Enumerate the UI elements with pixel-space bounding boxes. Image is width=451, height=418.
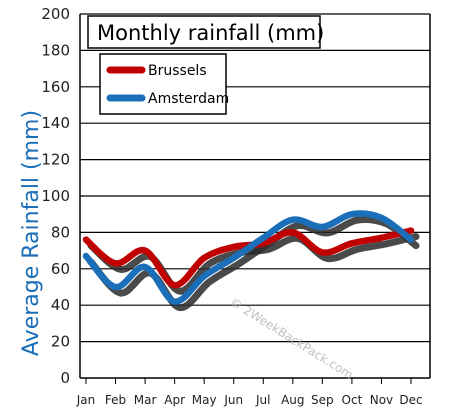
x-axis-ticks: Jan Feb Mar Apr May Jun Jul Aug Sep Oct Nov Dec — [76, 378, 423, 407]
amsterdam-shadow — [87, 216, 420, 312]
series-lines — [82, 210, 415, 305]
x-tick-label: Dec — [399, 393, 422, 407]
legend: Brussels Amsterdam — [106, 63, 229, 107]
x-tick-label: Mar — [134, 393, 157, 407]
y-tick-label: 20 — [51, 333, 70, 351]
y-tick-label: 160 — [41, 78, 70, 96]
title-box — [87, 15, 321, 49]
chart-title: Monthly rainfall (mm) — [97, 21, 324, 45]
legend-label-amsterdam: Amsterdam — [148, 91, 229, 107]
x-tick-label: Jun — [223, 393, 243, 407]
x-tick-label: Jan — [76, 393, 96, 407]
legend-label-brussels: Brussels — [148, 63, 207, 79]
legend-box — [99, 53, 227, 115]
y-tick-label: 180 — [41, 41, 70, 59]
x-tick-label: Sep — [311, 393, 334, 407]
watermark: © 2WeekBackPack.com — [227, 295, 355, 382]
x-tick-label: Feb — [105, 393, 126, 407]
y-axis-ticks: 0 20 40 60 80 100 120 140 160 180 200 — [41, 5, 70, 387]
y-tick-label: 40 — [51, 296, 70, 314]
x-tick-label: Jul — [255, 393, 270, 407]
y-tick-label: 100 — [41, 187, 70, 205]
x-tick-label: Apr — [164, 393, 185, 407]
amsterdam-line — [82, 210, 415, 305]
watermark-text: © 2WeekBackPack.com — [227, 295, 355, 382]
y-tick-label: 120 — [41, 151, 70, 169]
y-tick-label: 200 — [41, 5, 70, 23]
x-tick-label: Aug — [281, 393, 304, 407]
y-tick-label: 80 — [51, 223, 70, 241]
x-tick-label: Nov — [370, 393, 393, 407]
x-tick-label: Oct — [342, 393, 363, 407]
x-tick-label: May — [192, 393, 217, 407]
y-tick-label: 60 — [51, 260, 70, 278]
grid-lines — [79, 13, 431, 379]
y-tick-label: 0 — [60, 369, 70, 387]
y-axis-label: Average Rainfall (mm) — [19, 110, 44, 356]
y-tick-label: 140 — [41, 114, 70, 132]
